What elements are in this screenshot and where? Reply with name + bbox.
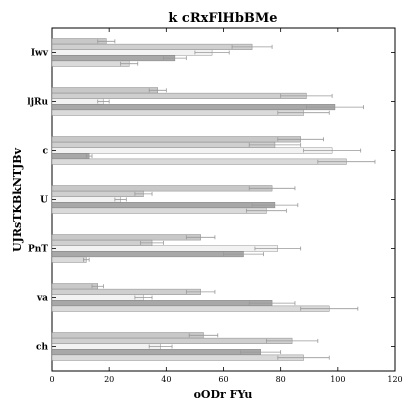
x-tick-label: 120 <box>387 375 402 384</box>
bar <box>51 141 276 148</box>
y-axis-label: UJRsTKBkNTJBv <box>11 147 24 252</box>
bar <box>51 109 304 116</box>
bar <box>51 234 201 241</box>
bar <box>51 207 267 214</box>
bar <box>51 147 333 154</box>
bar <box>51 104 336 111</box>
bar <box>51 43 253 50</box>
bar <box>51 185 273 192</box>
x-tick-label: 80 <box>276 375 286 384</box>
category-label: va <box>36 294 48 304</box>
bar <box>51 245 279 252</box>
ticks-layer: Iwv ljRu c U PnT va ch 0 20 40 60 80 100 120 <box>27 28 403 384</box>
x-tick-label: 60 <box>218 375 228 384</box>
bar <box>51 153 90 160</box>
bar <box>51 98 104 105</box>
bar <box>51 190 144 197</box>
bar <box>51 332 204 339</box>
bar <box>51 55 176 62</box>
x-tick-label: 0 <box>49 375 54 384</box>
category-label: ch <box>36 343 48 353</box>
category-label: U <box>40 196 48 206</box>
bar <box>51 60 130 67</box>
bar <box>51 300 273 307</box>
category-label: PnT <box>28 245 48 255</box>
bar <box>51 49 213 56</box>
bar <box>51 136 301 143</box>
bars-layer <box>51 38 376 361</box>
bar <box>51 87 158 94</box>
bar <box>51 305 330 312</box>
x-tick-label: 40 <box>161 375 171 384</box>
bar <box>51 92 307 99</box>
bar <box>51 337 293 344</box>
bar <box>51 256 87 263</box>
bar <box>51 239 153 246</box>
category-label: Iwv <box>31 49 49 59</box>
bar <box>51 158 347 165</box>
x-axis-label: oODr FYu <box>194 388 253 401</box>
bar <box>51 343 161 350</box>
bar <box>51 202 276 209</box>
bar <box>51 349 261 356</box>
bar <box>51 288 201 295</box>
category-label: ljRu <box>27 98 48 108</box>
x-tick-label: 100 <box>330 375 345 384</box>
bar <box>51 283 98 290</box>
bar <box>51 354 304 361</box>
category-label: c <box>43 147 49 157</box>
bar <box>51 251 244 258</box>
chart-title: k cRxFlHbBMe <box>168 11 277 26</box>
bar <box>51 196 121 203</box>
bar <box>51 294 144 301</box>
x-tick-label: 20 <box>104 375 114 384</box>
